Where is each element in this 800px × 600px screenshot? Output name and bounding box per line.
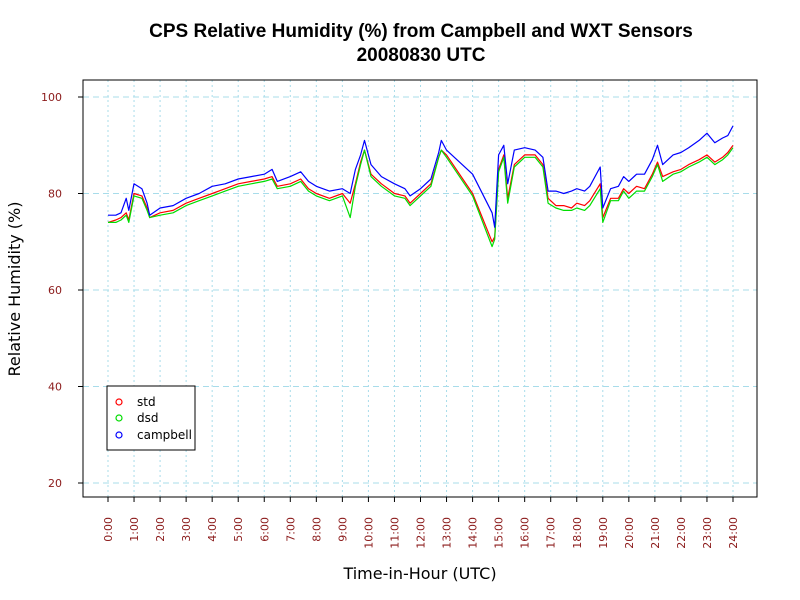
x-axis-label: Time-in-Hour (UTC) bbox=[342, 564, 496, 583]
x-tick-label: 1:00 bbox=[128, 517, 141, 542]
x-tick-label: 20:00 bbox=[623, 517, 636, 549]
x-tick-label: 24:00 bbox=[727, 517, 740, 549]
x-tick-label: 14:00 bbox=[467, 517, 480, 549]
y-tick-label: 80 bbox=[48, 188, 62, 201]
y-tick-label: 20 bbox=[48, 477, 62, 490]
x-tick-label: 0:00 bbox=[102, 517, 115, 542]
x-tick-label: 9:00 bbox=[336, 517, 349, 542]
axes: 0:00 1:00 2:00 3:00 4:00 5:00 6:00 7:00 8:00 9:00… bbox=[41, 91, 740, 549]
legend: std dsd campbell bbox=[106, 385, 196, 451]
x-tick-label: 2:00 bbox=[154, 517, 167, 542]
legend-marker-dsd bbox=[115, 414, 123, 422]
x-tick-label: 10:00 bbox=[362, 517, 375, 549]
chart-title: CPS Relative Humidity (%) from Campbell … bbox=[149, 21, 693, 42]
chart-subtitle: 20080830 UTC bbox=[357, 45, 486, 66]
series-line-dsd bbox=[108, 147, 734, 248]
x-tick-label: 21:00 bbox=[649, 517, 662, 549]
x-tick-label: 3:00 bbox=[180, 517, 193, 542]
y-tick-label: 40 bbox=[48, 381, 62, 394]
x-tick-label: 15:00 bbox=[493, 517, 506, 549]
legend-marker-campbell bbox=[115, 431, 123, 439]
series-lines bbox=[107, 125, 734, 248]
x-tick-label: 12:00 bbox=[415, 517, 428, 549]
y-tick-label: 100 bbox=[41, 91, 62, 104]
x-tick-label: 16:00 bbox=[519, 517, 532, 549]
x-tick-label: 7:00 bbox=[284, 517, 297, 542]
x-tick-label: 4:00 bbox=[206, 517, 219, 542]
legend-label-std: std bbox=[137, 395, 156, 409]
plot-border bbox=[82, 79, 758, 498]
x-tick-label: 5:00 bbox=[232, 517, 245, 542]
legend-label-campbell: campbell bbox=[137, 428, 192, 442]
x-tick-label: 19:00 bbox=[597, 517, 610, 549]
legend-marker-std bbox=[115, 398, 123, 406]
x-tick-label: 18:00 bbox=[571, 517, 584, 549]
series-line-std bbox=[107, 144, 734, 243]
x-tick-label: 6:00 bbox=[258, 517, 271, 542]
series-line-campbell bbox=[108, 125, 734, 228]
y-axis-label: Relative Humidity (%) bbox=[5, 202, 24, 377]
x-tick-label: 22:00 bbox=[675, 517, 688, 549]
x-tick-label: 11:00 bbox=[388, 517, 401, 549]
x-tick-label: 17:00 bbox=[545, 517, 558, 549]
x-tick-label: 23:00 bbox=[701, 517, 714, 549]
y-tick-label: 60 bbox=[48, 284, 62, 297]
x-tick-label: 13:00 bbox=[441, 517, 454, 549]
x-tick-label: 8:00 bbox=[310, 517, 323, 542]
legend-label-dsd: dsd bbox=[137, 411, 159, 425]
